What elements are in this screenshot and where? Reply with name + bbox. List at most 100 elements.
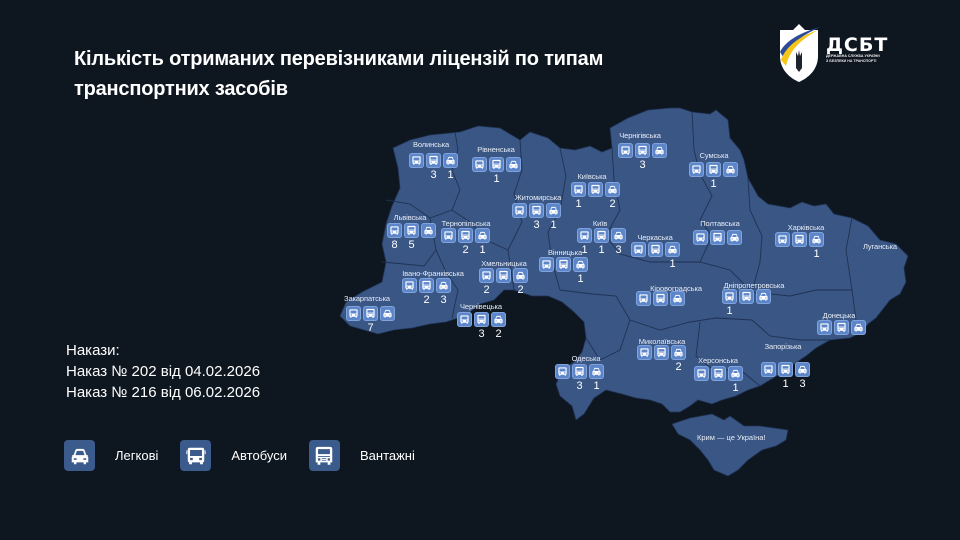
crimea-shape <box>671 413 789 477</box>
region-label: Івано-Франківська <box>402 269 464 278</box>
car-count: 3 <box>799 378 806 390</box>
bus-count: 1 <box>575 198 582 210</box>
region-vehicle-icons <box>457 312 506 327</box>
region-label: Рівненська <box>477 145 515 154</box>
bus-icon <box>441 228 456 243</box>
truck-icon <box>778 362 793 377</box>
truck-icon <box>594 228 609 243</box>
region-label: Волинська <box>412 140 450 149</box>
bus-count: 2 <box>483 284 490 296</box>
truck-count: 3 <box>478 328 485 340</box>
truck-count: 1 <box>710 178 717 190</box>
ukraine-mainland-shape <box>339 107 909 421</box>
region-vehicle-icons <box>472 157 521 172</box>
car-icon <box>723 162 738 177</box>
region-label: Миколаївська <box>638 337 686 346</box>
truck-count: 2 <box>462 244 469 256</box>
page-title: Кількість отриманих перевізниками ліценз… <box>74 48 604 100</box>
car-icon <box>605 182 620 197</box>
truck-count: 3 <box>576 380 583 392</box>
region-license-counts: 1 <box>694 382 743 394</box>
car-count: 2 <box>675 361 682 373</box>
region-vehicle-icons <box>689 162 738 177</box>
bus-icon <box>637 345 652 360</box>
car-count: 2 <box>495 328 502 340</box>
truck-count: 1 <box>598 244 605 256</box>
truck-icon <box>529 203 544 218</box>
car-count: 1 <box>732 382 739 394</box>
truck-icon <box>363 306 378 321</box>
bus-icon <box>817 320 832 335</box>
truck-icon <box>588 182 603 197</box>
region-label: Хмельницька <box>481 259 527 268</box>
truck-icon <box>474 312 489 327</box>
car-count: 1 <box>447 169 454 181</box>
region-vehicle-icons <box>512 203 561 218</box>
bus-icon <box>539 257 554 272</box>
region-license-counts: 3 <box>618 159 667 171</box>
truck-icon <box>792 232 807 247</box>
truck-icon <box>426 153 441 168</box>
car-count: 1 <box>669 258 676 270</box>
region-label: Чернівецька <box>460 302 502 311</box>
bus-count <box>637 361 652 373</box>
legend-label: Легкові <box>115 448 159 463</box>
truck-icon <box>496 268 511 283</box>
region-vehicle-icons <box>761 362 810 377</box>
region-vehicle-icons <box>636 291 685 306</box>
car-icon <box>380 306 395 321</box>
car-icon <box>436 278 451 293</box>
car-icon <box>671 345 686 360</box>
region-vehicle-icons <box>402 278 451 293</box>
car-count: 3 <box>440 294 447 306</box>
car-count <box>506 173 521 185</box>
region-label: Полтавська <box>700 219 740 228</box>
bus-count <box>689 178 704 190</box>
bus-icon <box>618 143 633 158</box>
car-count <box>756 305 771 317</box>
car-icon <box>443 153 458 168</box>
logo-subtitle-1: ДЕРЖАВНА СЛУЖБА УКРАЇНИ <box>826 54 880 58</box>
legend-item-trucks: Вантажні <box>308 440 415 471</box>
car-icon <box>851 320 866 335</box>
truck-count <box>711 382 726 394</box>
region-license-counts: 2 <box>637 361 686 373</box>
car-icon <box>573 257 588 272</box>
truck-icon <box>635 143 650 158</box>
bus-count <box>409 169 424 181</box>
crimea-label: Крим — це Україна! <box>697 433 766 442</box>
orders-block: Накази: Наказ № 202 від 04.02.2026 Наказ… <box>66 340 260 403</box>
region-license-counts: 1 <box>775 248 824 260</box>
car-count: 3 <box>615 244 622 256</box>
region-label: Київ <box>592 219 608 228</box>
bus-count <box>539 273 554 285</box>
bus-icon <box>472 157 487 172</box>
truck-icon <box>834 320 849 335</box>
truck-icon <box>404 223 419 238</box>
truck-icon <box>556 257 571 272</box>
car-icon <box>727 230 742 245</box>
region-vehicle-icons <box>387 223 436 238</box>
legend: Легкові Автобуси Вантажні <box>64 440 437 471</box>
bus-count <box>618 159 633 171</box>
region-label: Львівська <box>393 213 427 222</box>
region-label: Київська <box>577 172 607 181</box>
bus-count <box>472 173 487 185</box>
car-count: 1 <box>550 219 557 231</box>
truck-count: 7 <box>367 322 374 334</box>
car-icon <box>506 157 521 172</box>
car-count <box>380 322 395 334</box>
region-label: Тернопільська <box>441 219 491 228</box>
legend-label: Автобуси <box>231 448 287 463</box>
bus-icon <box>409 153 424 168</box>
truck-count <box>648 258 663 270</box>
bus-count <box>346 322 361 334</box>
bus-icon <box>577 228 592 243</box>
region-vehicle-icons <box>693 230 742 245</box>
region-vehicle-icons <box>539 257 588 272</box>
truck-icon <box>489 157 504 172</box>
shield-trident-icon <box>780 24 820 82</box>
car-icon <box>756 289 771 304</box>
